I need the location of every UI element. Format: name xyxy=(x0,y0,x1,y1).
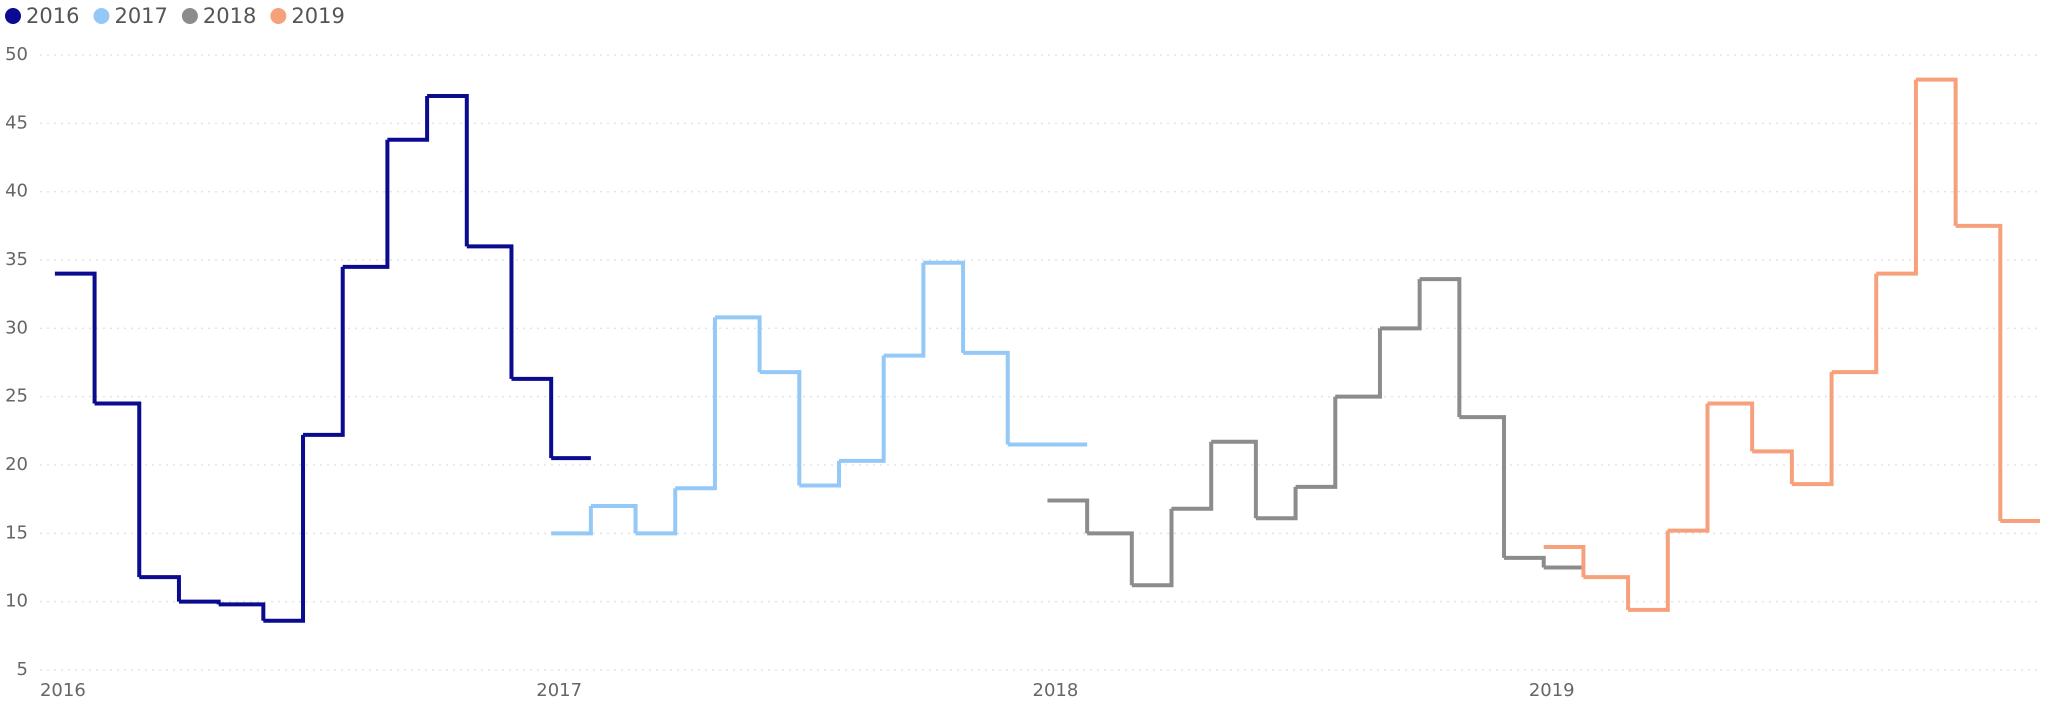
legend-label: 2016 xyxy=(26,4,79,28)
step-segment xyxy=(1211,439,1258,519)
step-segment xyxy=(1876,79,1918,276)
legend: 2016 2017 2018 2019 xyxy=(5,4,345,28)
step-segment xyxy=(342,139,390,269)
step-segment xyxy=(178,599,221,605)
legend-marker xyxy=(93,8,110,24)
step-segment xyxy=(1087,531,1134,586)
y-tick-label: 50 xyxy=(5,44,28,65)
step-segment xyxy=(1335,328,1382,399)
step-segment xyxy=(590,504,638,534)
step-segment xyxy=(1131,508,1174,588)
legend-marker xyxy=(5,8,21,24)
step-segment xyxy=(883,262,926,358)
y-tick-label: 15 xyxy=(5,522,28,543)
x-tick-label: 2019 xyxy=(1529,680,1575,701)
step-segment xyxy=(839,355,886,463)
step-segment xyxy=(759,370,802,486)
legend-label: 2019 xyxy=(291,4,344,28)
step-segment xyxy=(1915,77,1958,226)
legend-marker xyxy=(270,8,287,24)
step-segment xyxy=(1583,575,1631,610)
y-tick-label: 10 xyxy=(5,591,28,612)
step-segment xyxy=(1791,372,1834,487)
step-segment xyxy=(1379,279,1422,331)
step-segment xyxy=(551,506,593,536)
legend-label: 2018 xyxy=(203,4,256,28)
series-line xyxy=(551,260,1088,536)
y-tick-label: 20 xyxy=(5,454,28,475)
x-tick-label: 2017 xyxy=(536,680,582,701)
step-segment xyxy=(714,315,762,373)
step-segment xyxy=(303,266,345,437)
y-tick-label: 35 xyxy=(5,249,28,270)
step-segment xyxy=(1419,277,1462,418)
step-segment xyxy=(263,434,306,623)
step-segment xyxy=(1831,273,1879,375)
y-tick-label: 40 xyxy=(5,181,28,202)
step-segment xyxy=(635,488,678,536)
series-line xyxy=(1047,277,1584,588)
step-segment xyxy=(387,96,430,142)
step-segment xyxy=(139,575,181,602)
step-segment xyxy=(94,401,142,578)
series-line xyxy=(1543,77,2040,612)
step-segment xyxy=(1171,441,1214,511)
y-tick-label: 5 xyxy=(17,659,28,680)
step-segment xyxy=(923,260,966,353)
step-segment xyxy=(1255,486,1298,521)
step-segment xyxy=(963,350,1010,445)
step-segment xyxy=(54,271,97,404)
y-tick-label: 25 xyxy=(5,386,28,407)
legend-label: 2017 xyxy=(114,4,167,28)
step-segment xyxy=(1504,555,1546,568)
step-segment xyxy=(1295,396,1338,489)
step-segment xyxy=(511,376,554,459)
step-segment xyxy=(218,602,266,621)
x-tick-label: 2016 xyxy=(40,680,86,701)
step-segment xyxy=(1543,545,1586,578)
step-segment xyxy=(427,94,469,247)
step-segment xyxy=(1047,498,1090,534)
step-segment xyxy=(466,244,514,379)
step-segment xyxy=(1752,449,1794,485)
legend-marker xyxy=(181,8,198,24)
step-segment xyxy=(799,460,842,488)
series-line xyxy=(54,94,591,623)
y-tick-label: 45 xyxy=(5,112,28,133)
step-segment xyxy=(1628,530,1670,612)
x-tick-label: 2018 xyxy=(1033,680,1079,701)
step-segment xyxy=(1707,401,1755,452)
step-segment xyxy=(1667,403,1710,533)
y-tick-label: 30 xyxy=(5,317,28,338)
step-segment xyxy=(1955,223,2003,522)
step-segment xyxy=(1459,415,1507,558)
step-segment xyxy=(675,317,717,491)
